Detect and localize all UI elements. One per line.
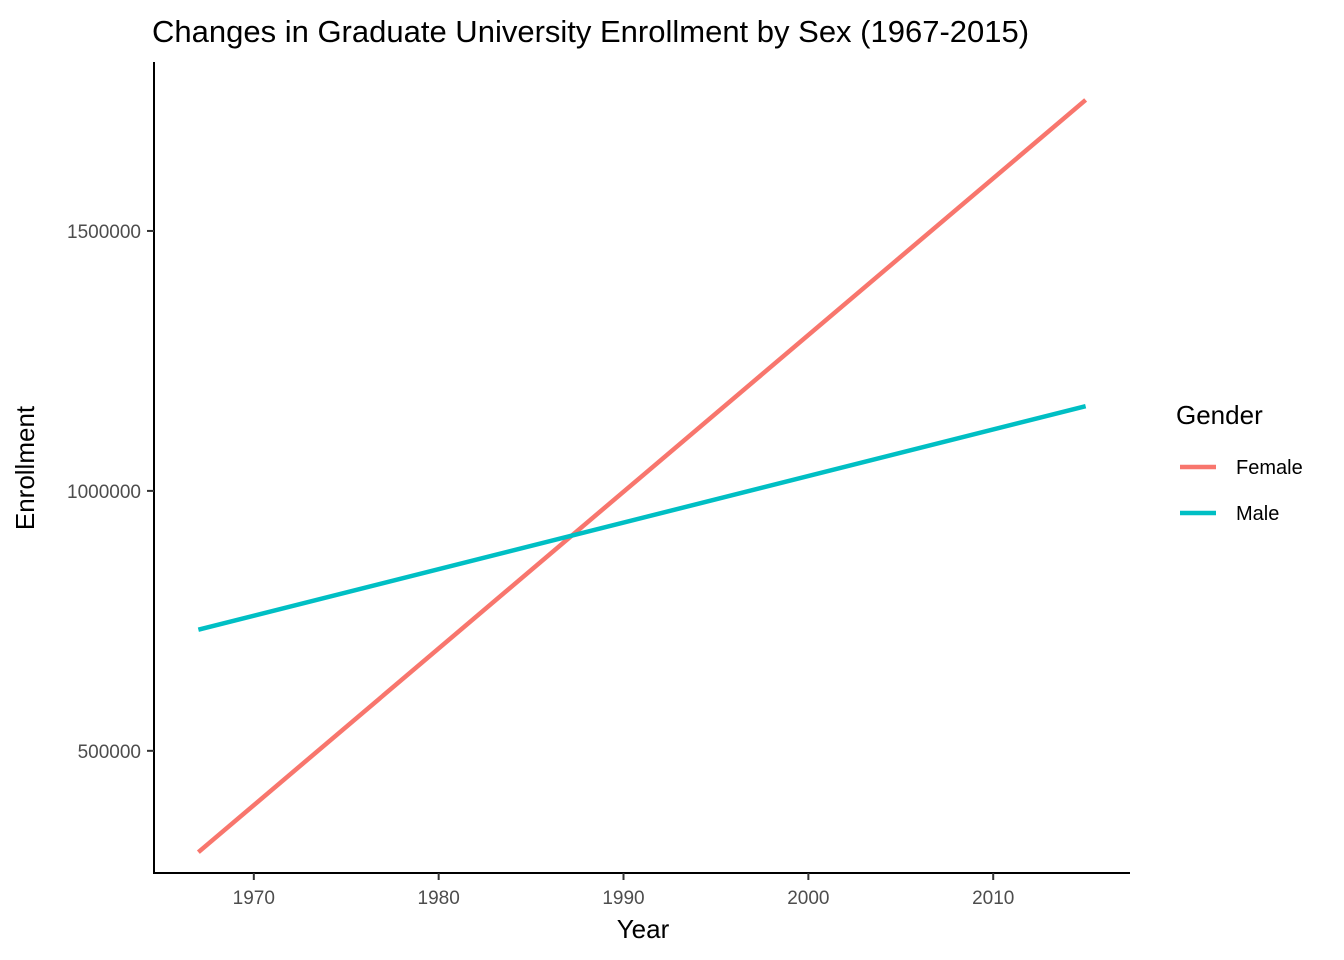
x-tick-label: 1980 — [418, 888, 460, 909]
y-tick-label: 1000000 — [67, 482, 141, 503]
y-axis-title: Enrollment — [10, 405, 40, 530]
x-tick-label: 1990 — [602, 888, 644, 909]
x-axis-title: Year — [617, 914, 670, 944]
x-tick-label: 1970 — [233, 888, 275, 909]
series-line-female — [196, 98, 1088, 854]
y-tick-label: 500000 — [78, 742, 141, 763]
legend-label-female: Female — [1236, 457, 1303, 479]
y-tick-label: 1500000 — [67, 222, 141, 243]
legend-title: Gender — [1176, 400, 1263, 430]
legend-label-male: Male — [1236, 503, 1279, 525]
x-tick-label: 2010 — [972, 888, 1014, 909]
series-line-male — [197, 403, 1087, 632]
x-tick-label: 2000 — [787, 888, 829, 909]
legend: Gender Female Male — [1176, 400, 1303, 525]
plot-area: 1970 1980 1990 2000 2010 500000 1000000 1500000 — [67, 62, 1130, 909]
chart-title: Changes in Graduate University Enrollmen… — [152, 14, 1029, 49]
